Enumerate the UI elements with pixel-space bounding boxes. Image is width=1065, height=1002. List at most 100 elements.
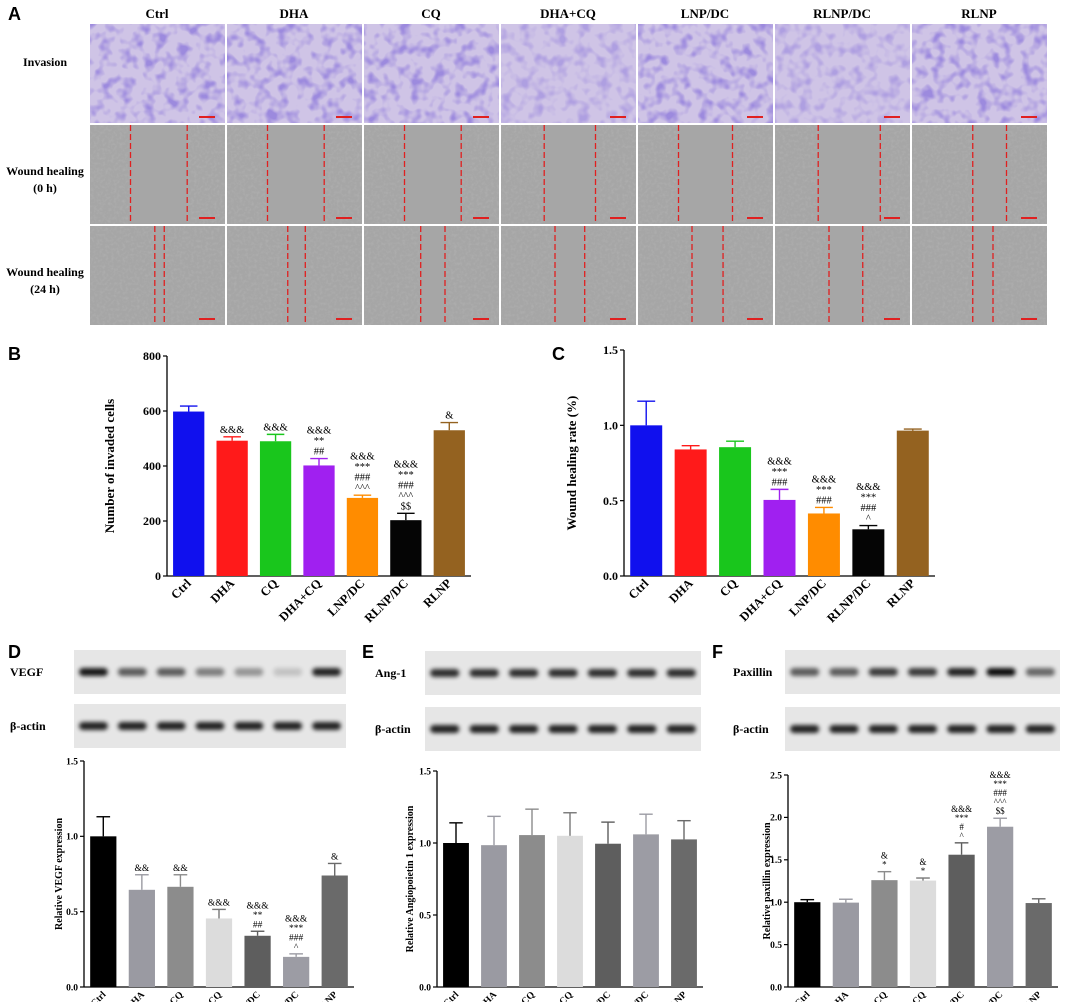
blot-band	[986, 725, 1016, 733]
cell-layer	[595, 125, 636, 224]
blot-band	[508, 669, 539, 677]
x-tick-label: RLNP/DC	[968, 990, 1005, 1002]
scale-bar	[199, 318, 215, 320]
panel-letter-e: E	[362, 642, 374, 662]
blot-band	[1025, 668, 1055, 676]
bar	[948, 854, 975, 987]
significance-label: ***	[289, 924, 304, 934]
bar	[896, 430, 929, 576]
chart-e: 0.0 0.5 1.0 1.5 Relative Angiopoietin 1 expr…	[405, 767, 703, 1002]
bar	[443, 843, 469, 987]
y-tick-label: 1.5	[603, 343, 618, 357]
significance-label: &&&	[350, 452, 375, 463]
invasion-cells	[775, 24, 910, 123]
x-tick-label: DHA	[477, 990, 499, 1002]
significance-label: &&&	[856, 482, 881, 493]
blot-band	[986, 668, 1016, 676]
bar	[216, 440, 248, 576]
significance-label: ##	[314, 447, 325, 458]
y-tick-label: 1.0	[66, 833, 78, 843]
blot-band	[868, 668, 898, 676]
blot-band	[156, 722, 186, 730]
significance-label: ###	[816, 495, 833, 506]
blot-band	[312, 668, 341, 676]
cell-layer	[164, 226, 225, 325]
scale-bar	[884, 318, 900, 320]
blot-band	[312, 722, 341, 730]
column-header: CQ	[421, 6, 441, 21]
significance-label: ^	[294, 943, 299, 953]
blot-target-label: VEGF	[10, 665, 43, 679]
row-label: (24 h)	[30, 282, 60, 296]
significance-label: ***	[993, 779, 1007, 789]
cell-layer	[364, 226, 421, 325]
chart-b: 0 200 400 600 800 Number of invaded cells Ctrl…	[102, 349, 471, 625]
scale-bar	[473, 318, 489, 320]
cell-layer	[862, 226, 910, 325]
blot-band	[627, 669, 657, 677]
cell-layer	[501, 226, 555, 325]
y-axis-label: Relative Angiopoietin 1 expression	[405, 805, 416, 952]
blot-band	[548, 725, 578, 733]
y-tick-label: 1.5	[770, 856, 782, 866]
significance-label: &&	[134, 864, 149, 874]
x-tick-label: CQ	[168, 990, 185, 1002]
x-tick-label: RLNP/DC	[264, 990, 301, 1002]
blot-loading-label: β-actin	[733, 722, 769, 736]
blot-band	[430, 725, 460, 733]
bar	[283, 956, 310, 987]
significance-label: &&&	[246, 901, 269, 911]
scale-bar	[1021, 116, 1037, 118]
y-tick-label: 0.0	[66, 983, 78, 993]
significance-label: ^^^	[994, 797, 1007, 807]
row-label: (0 h)	[33, 181, 57, 195]
bar	[633, 834, 659, 987]
cell-layer	[912, 125, 973, 224]
cell-layer	[461, 125, 499, 224]
bar	[871, 880, 898, 987]
x-tick-label: DHA+CQ	[188, 990, 224, 1002]
scale-bar	[884, 217, 900, 219]
scale-bar	[1021, 318, 1037, 320]
significance-label: ###	[398, 480, 415, 491]
scale-bar	[473, 217, 489, 219]
blot-band	[548, 669, 578, 677]
panel-letter-f: F	[712, 642, 723, 662]
significance-label: ***	[355, 462, 371, 473]
y-tick-label: 2.5	[770, 771, 782, 781]
x-tick-label: DHA	[666, 576, 696, 606]
bar	[763, 499, 796, 576]
significance-label: &	[919, 857, 926, 867]
bar	[244, 935, 271, 987]
scale-bar	[884, 116, 900, 118]
x-tick-label: Ctrl	[442, 990, 461, 1002]
y-tick-label: 1.0	[419, 839, 431, 849]
significance-label: ^^^	[398, 491, 413, 502]
bar	[832, 902, 859, 987]
significance-label: &&&	[767, 456, 792, 467]
scale-bar	[747, 318, 763, 320]
bar	[259, 441, 292, 576]
x-tick-label: LNP/DC	[581, 990, 613, 1002]
invasion-cells	[912, 24, 1047, 123]
significance-label: ###	[993, 788, 1007, 798]
y-tick-label: 0.5	[770, 941, 782, 951]
x-tick-label: DHA	[829, 990, 851, 1002]
cell-layer	[445, 226, 499, 325]
y-axis-label: Wound healing rate (%)	[564, 396, 579, 531]
x-tick-label: RLNP/DC	[824, 576, 873, 625]
x-tick-label: RLNP	[884, 576, 918, 610]
bar	[303, 465, 335, 576]
bar	[128, 889, 155, 987]
cell-layer	[187, 125, 225, 224]
x-tick-label: RLNP	[1018, 990, 1043, 1002]
significance-label: ###	[772, 477, 789, 488]
cell-layer	[90, 226, 155, 325]
bar	[173, 411, 205, 576]
x-tick-label: CQ	[717, 576, 740, 599]
cell-layer	[305, 226, 362, 325]
y-tick-label: 800	[143, 349, 161, 363]
bar	[909, 880, 937, 987]
blot-band	[947, 668, 977, 676]
bar	[167, 886, 194, 987]
